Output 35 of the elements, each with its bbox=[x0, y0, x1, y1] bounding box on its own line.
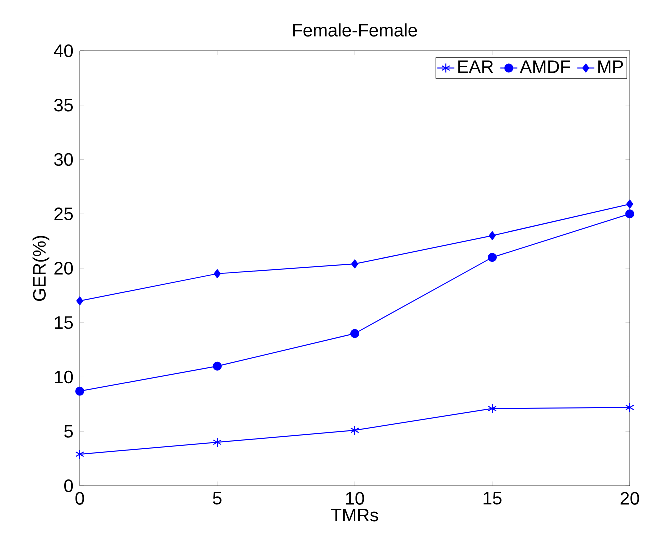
legend-label: AMDF bbox=[520, 60, 570, 74]
point bbox=[350, 329, 360, 338]
point bbox=[488, 404, 497, 414]
y-tick-label: 35 bbox=[54, 99, 74, 112]
y-tick-label: 40 bbox=[54, 44, 74, 58]
point bbox=[352, 260, 359, 269]
point bbox=[350, 426, 360, 436]
y-tick-label: 15 bbox=[55, 316, 74, 330]
point bbox=[213, 438, 222, 448]
point bbox=[489, 231, 496, 240]
legend-label: MP bbox=[598, 60, 624, 74]
point bbox=[76, 386, 84, 396]
point bbox=[213, 362, 222, 371]
point bbox=[626, 210, 635, 219]
point bbox=[626, 200, 634, 209]
point bbox=[76, 449, 84, 460]
point bbox=[214, 269, 221, 278]
point bbox=[76, 296, 84, 306]
x-axis-title: TMRs bbox=[331, 509, 378, 522]
x-tick-label: 15 bbox=[484, 492, 502, 505]
y-tick-label: 30 bbox=[54, 153, 74, 166]
x-tick-label: 0 bbox=[76, 492, 84, 505]
x-tick-label: 10 bbox=[346, 492, 364, 505]
legend-label: EAR bbox=[458, 60, 494, 74]
x-tick-label: 20 bbox=[620, 492, 640, 505]
y-tick-label: 25 bbox=[54, 208, 74, 220]
point bbox=[626, 402, 634, 413]
point bbox=[488, 253, 498, 262]
y-tick-label: 20 bbox=[54, 262, 74, 275]
y-tick-label: 0 bbox=[64, 480, 74, 492]
y-axis-title: GER(%) bbox=[32, 236, 50, 302]
chart-title: Female-Female bbox=[293, 24, 418, 37]
x-tick-label: 5 bbox=[213, 492, 222, 505]
y-tick-label: 5 bbox=[64, 425, 74, 438]
y-tick-label: 10 bbox=[55, 370, 74, 384]
